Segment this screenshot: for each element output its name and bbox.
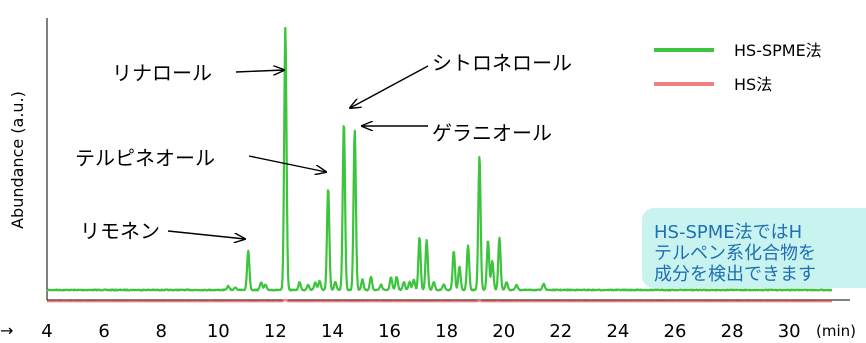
x-tick-label: 6 xyxy=(98,321,109,342)
series-layer xyxy=(46,26,833,303)
x-tick-label: 18 xyxy=(435,321,458,342)
peak-label: リモネン xyxy=(80,219,160,243)
callout-line-1: HS-SPME法ではH xyxy=(654,222,803,243)
peak-label: ゲラニオール xyxy=(432,121,552,145)
legend-label-hs: HS法 xyxy=(734,75,772,94)
x-tick-label: 26 xyxy=(664,321,687,342)
peak-arrow xyxy=(350,65,429,108)
x-tick-label: 14 xyxy=(321,321,344,342)
x-tick-label: 4 xyxy=(41,321,52,342)
callout-line-2: テルペン系化合物を xyxy=(654,243,816,264)
peak-arrow xyxy=(167,230,245,239)
callout-line-3: 成分を検出できます xyxy=(654,264,816,285)
peak-label: シトロネロール xyxy=(432,51,572,75)
y-axis-label: Abundance (a.u.) xyxy=(8,91,27,229)
peak-label: リナロール xyxy=(112,61,212,85)
x-tick-label: 30 xyxy=(778,321,801,342)
x-tick-label: 24 xyxy=(606,321,629,342)
y-axis-title: Abundance (a.u.) xyxy=(8,91,27,229)
peak-label: テルピネオール xyxy=(75,146,215,170)
x-tick-label: 12 xyxy=(264,321,287,342)
legend-label-hs-spme: HS-SPME法 xyxy=(734,41,822,60)
x-axis-prefix-arrow: → xyxy=(0,321,13,340)
x-tick-label: 20 xyxy=(492,321,515,342)
x-axis-unit: (min) xyxy=(816,322,856,340)
info-callout: HS-SPME法ではH テルペン系化合物を 成分を検出できます xyxy=(642,208,866,288)
x-tick-label: 16 xyxy=(378,321,401,342)
x-tick-label: 28 xyxy=(721,321,744,342)
peak-arrow xyxy=(248,155,326,172)
x-tick-labels: 4 6 8 10 12 14 16 18 20 22 24 26 28 30 xyxy=(41,321,800,342)
x-tick-label: 22 xyxy=(549,321,572,342)
series-line-hs-spme xyxy=(46,26,833,292)
x-tick-label: 10 xyxy=(207,321,230,342)
peak-arrow xyxy=(235,70,284,72)
legend: HS-SPME法 HS法 xyxy=(654,41,822,94)
x-tick-label: 8 xyxy=(155,321,166,342)
series-line-hs xyxy=(46,298,833,303)
